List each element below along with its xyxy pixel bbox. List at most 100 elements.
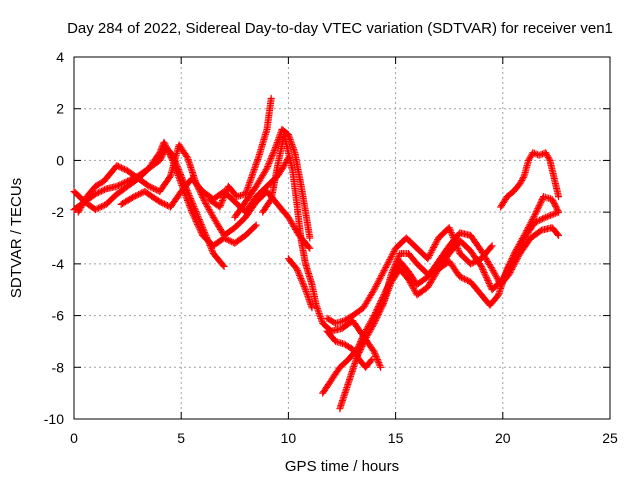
grid-lines (74, 57, 610, 419)
data-point-marker (130, 193, 138, 201)
data-point-marker (492, 273, 500, 281)
data-point-marker (411, 286, 418, 294)
data-point-marker (376, 307, 384, 315)
data-point-marker (383, 260, 391, 268)
data-point-marker (508, 255, 516, 262)
data-point-marker (372, 315, 380, 323)
y-tick-label: 0 (56, 152, 64, 168)
data-point-marker (482, 272, 490, 280)
data-point-marker (192, 216, 199, 224)
data-point-marker (482, 273, 490, 281)
data-point-marker (113, 162, 121, 170)
data-point-marker (264, 163, 272, 171)
data-point-marker (520, 231, 528, 239)
data-point-marker (91, 190, 99, 198)
data-point-marker (431, 240, 439, 248)
data-point-marker (200, 196, 208, 204)
data-point-marker (116, 163, 124, 171)
data-point-marker (373, 313, 381, 321)
data-point-marker (371, 318, 379, 326)
data-point-marker (409, 283, 417, 291)
data-point-marker (480, 269, 488, 277)
data-point-marker (380, 267, 388, 275)
data-point-marker (387, 254, 395, 262)
data-point-marker (118, 180, 125, 188)
data-point-marker (357, 345, 365, 353)
data-point-marker (527, 219, 535, 227)
data-point-marker (368, 324, 376, 332)
chart-title: Day 284 of 2022, Sidereal Day-to-day VTE… (67, 20, 613, 37)
data-point-marker (532, 209, 540, 217)
data-point-marker (101, 186, 109, 194)
data-point-marker (299, 279, 307, 287)
data-point-marker (93, 189, 101, 197)
data-point-marker (359, 339, 367, 347)
y-tick-label: 2 (56, 101, 64, 117)
data-point-marker (99, 186, 107, 194)
data-point-marker (510, 252, 517, 259)
data-point-marker (175, 173, 183, 181)
data-point-marker (479, 266, 487, 273)
data-point-marker (540, 214, 548, 222)
data-point-marker (281, 160, 289, 168)
data-point-marker (371, 284, 379, 292)
data-point-marker (483, 275, 491, 283)
series-sat-m (379, 193, 562, 309)
data-point-marker (265, 159, 273, 167)
data-point-marker (372, 283, 380, 290)
data-point-marker (510, 250, 518, 258)
data-point-marker (378, 303, 386, 311)
data-point-marker (366, 327, 374, 335)
data-point-marker (518, 236, 526, 244)
data-point-marker (388, 251, 396, 259)
data-point-marker (184, 198, 192, 206)
data-point-marker (226, 237, 234, 245)
series-sat-n (497, 149, 562, 211)
data-point-marker (375, 276, 383, 284)
data-point-marker (386, 256, 394, 263)
data-point-marker (164, 146, 172, 154)
data-point-marker (381, 265, 389, 273)
data-point-marker (537, 197, 545, 205)
data-point-marker (183, 152, 191, 160)
data-point-marker (477, 262, 485, 270)
data-point-marker (433, 237, 441, 245)
y-axis-label: SDTVAR / TECUs (8, 178, 25, 298)
data-point-marker (377, 306, 385, 314)
data-point-marker (545, 155, 553, 163)
data-point-marker (393, 256, 401, 264)
data-point-marker (206, 207, 214, 215)
data-point-marker (521, 230, 529, 238)
data-point-marker (205, 206, 213, 214)
data-point-marker (484, 276, 492, 284)
data-point-marker (113, 182, 121, 190)
data-point-marker (467, 260, 475, 268)
data-point-marker (525, 222, 533, 230)
x-tick-label: 10 (281, 430, 297, 446)
data-point-marker (356, 347, 364, 355)
data-point-marker (189, 210, 197, 218)
data-point-marker (424, 283, 432, 291)
data-point-marker (544, 153, 552, 161)
data-point-marker (389, 265, 397, 273)
plot-frame (73, 56, 611, 420)
data-point-marker (294, 267, 302, 275)
data-point-marker (374, 279, 381, 287)
data-point-marker (518, 177, 526, 185)
data-point-marker (378, 271, 386, 279)
data-point-marker (165, 149, 173, 157)
data-point-marker (519, 174, 527, 181)
data-point-marker (163, 144, 171, 152)
data-point-marker (194, 222, 202, 230)
data-point-marker (298, 276, 306, 284)
data-point-marker (430, 267, 438, 275)
y-tick-label: -8 (52, 359, 65, 375)
data-point-marker (555, 231, 562, 239)
data-point-marker (447, 229, 455, 236)
data-point-marker (377, 304, 385, 312)
data-point-marker (96, 203, 104, 211)
data-point-marker (512, 247, 520, 255)
y-tick-label: 4 (56, 49, 64, 65)
data-point-marker (511, 248, 519, 256)
data-point-marker (354, 351, 362, 359)
